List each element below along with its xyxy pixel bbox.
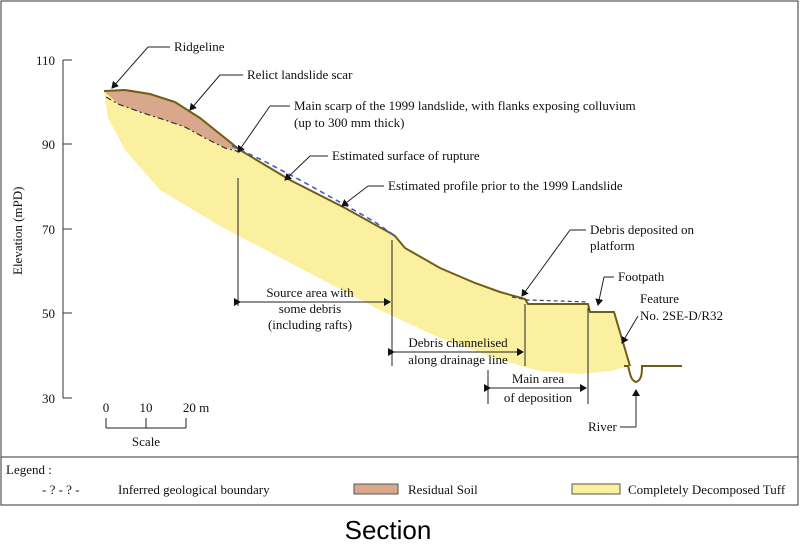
deposition-label: Main area (512, 371, 565, 386)
residual-soil-swatch (353, 483, 399, 495)
y-axis-label: Elevation (mPD) (10, 187, 25, 275)
scale-label: Scale (132, 434, 160, 449)
boundary-symbol: - ? - ? - (42, 482, 80, 497)
debris-platform-label: Debris deposited on (590, 222, 694, 237)
scale-tick-0: 0 (103, 400, 110, 415)
channel-label-2: along drainage line (408, 352, 508, 367)
legend-item-boundary: - ? - ? - Inferred geological boundary (42, 482, 270, 497)
main-scarp-label-2: (up to 300 mm thick) (294, 115, 405, 130)
y-tick-30: 30 (42, 391, 55, 406)
callout-feature (621, 315, 639, 344)
scale-bar (105, 418, 187, 429)
legend-label-residual-soil: Residual Soil (408, 482, 478, 497)
inferred-boundary-line (105, 96, 241, 153)
source-area-label: Source area with (266, 285, 354, 300)
elevation-axis: 110 90 70 50 30 Elevation (mPD) (10, 53, 72, 406)
scale-tick-10: 10 (140, 400, 153, 415)
callout-prior-profile (341, 185, 384, 207)
footpath-label: Footpath (618, 269, 665, 284)
prior-profile-label: Estimated profile prior to the 1999 Land… (388, 178, 623, 193)
legend-item-residual-soil: Residual Soil (353, 482, 478, 497)
ridgeline-label: Ridgeline (174, 39, 225, 54)
tuff-swatch (571, 483, 621, 495)
river-label: River (588, 419, 618, 434)
river-channel (624, 365, 682, 384)
y-tick-70: 70 (42, 222, 55, 237)
y-tick-50: 50 (42, 306, 55, 321)
feature-label: Feature (640, 291, 679, 306)
callout-ridgeline (111, 46, 170, 89)
deposition-bracket (484, 308, 589, 404)
deposition-label-2: of deposition (504, 390, 573, 405)
callout-footpath (595, 276, 614, 306)
platform-debris-line (511, 296, 589, 303)
residual-soil-layer (104, 90, 240, 150)
source-area-label-2: some debris (279, 301, 341, 316)
scale-tick-20: 20 m (183, 400, 209, 415)
relict-scar-label: Relict landslide scar (247, 67, 353, 82)
source-area-label-3: (including rafts) (268, 317, 352, 332)
tuff-layer (104, 90, 630, 374)
callout-river (620, 389, 640, 428)
ground-profile-line (103, 88, 631, 367)
callout-relict-scar (189, 74, 243, 111)
channel-label: Debris channelised (408, 335, 508, 350)
legend-title: Legend : (6, 462, 52, 477)
feature-label-2: No. 2SE-D/R32 (640, 308, 723, 323)
y-tick-110: 110 (36, 53, 55, 68)
rupture-label: Estimated surface of rupture (332, 148, 480, 163)
callout-rupture (284, 155, 328, 181)
source-area-bracket (234, 178, 393, 366)
legend-item-tuff: Completely Decomposed Tuff (571, 482, 786, 497)
legend-label-tuff: Completely Decomposed Tuff (628, 482, 786, 497)
channel-bracket (388, 304, 526, 366)
section-caption: Section (345, 515, 432, 545)
y-tick-90: 90 (42, 137, 55, 152)
debris-platform-label-2: platform (590, 238, 635, 253)
prior-profile-line (231, 145, 396, 237)
callout-debris-platform (521, 229, 586, 297)
legend-label-boundary: Inferred geological boundary (118, 482, 270, 497)
main-scarp-label: Main scarp of the 1999 landslide, with f… (294, 98, 636, 113)
figure-frame (0, 0, 799, 506)
callout-main-scarp (237, 105, 290, 153)
